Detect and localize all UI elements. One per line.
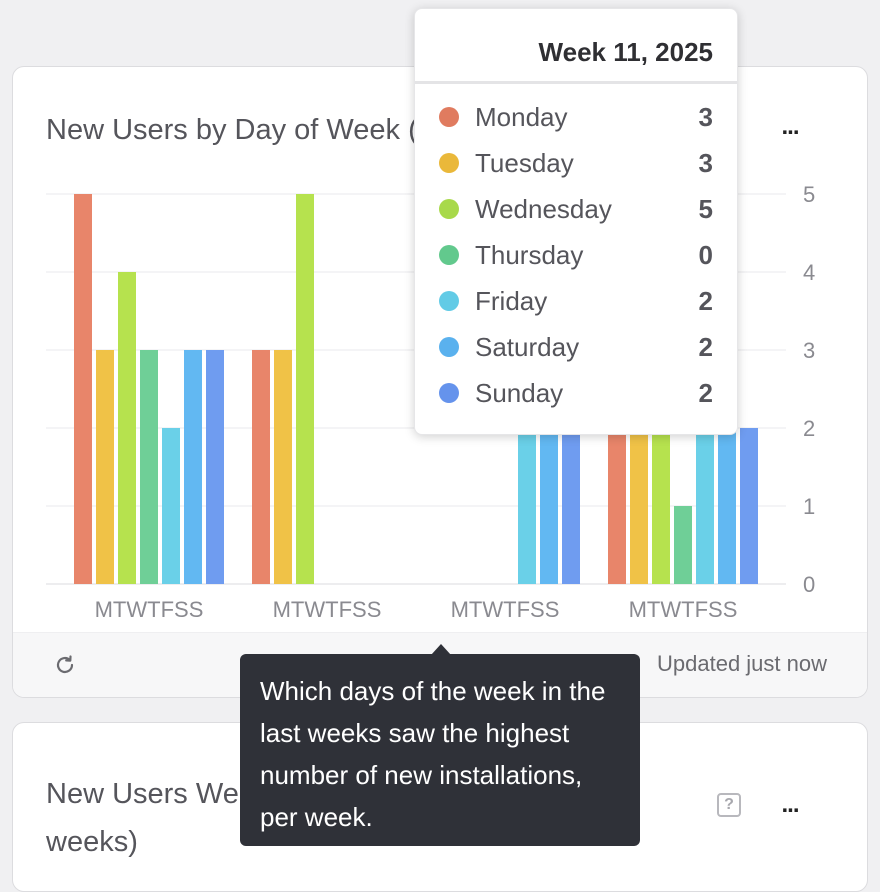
bar-tuesday[interactable] (274, 350, 292, 584)
popover-row: Tuesday 3 (439, 143, 713, 183)
popover-row: Saturday 2 (439, 327, 713, 367)
popover-row-value: 2 (698, 331, 713, 362)
popover-row-label: Monday (475, 101, 568, 132)
series-dot-icon (439, 107, 459, 127)
series-dot-icon (439, 245, 459, 265)
series-dot-icon (439, 291, 459, 311)
popover-row-label: Wednesday (475, 193, 612, 224)
popover-row: Friday 2 (439, 281, 713, 321)
question-box-icon[interactable]: ? (717, 793, 741, 817)
updated-status: Updated just now (657, 651, 827, 676)
popover-row-value: 5 (698, 193, 713, 224)
y-tick-label: 0 (803, 572, 815, 597)
popover-row: Wednesday 5 (439, 189, 713, 229)
popover-title: Week 11, 2025 (538, 37, 713, 67)
bar-thursday[interactable] (674, 506, 692, 584)
popover-row-value: 0 (698, 239, 713, 270)
x-category-label: MTWTFSS (273, 597, 382, 622)
week-popover: Week 11, 2025 Monday 3 Tuesday 3 Wednesday 5 T… (414, 8, 738, 435)
popover-row: Monday 3 (439, 97, 713, 137)
x-category-label: MTWTFSS (95, 597, 204, 622)
x-category-label: MTWTFSS (629, 597, 738, 622)
help-tooltip: Which days of the week in the last weeks… (240, 654, 640, 846)
card-menu-button[interactable]: ... (775, 115, 805, 147)
popover-divider (415, 81, 737, 84)
y-tick-label: 5 (803, 182, 815, 207)
bar-tuesday[interactable] (96, 350, 114, 584)
popover-row-value: 2 (698, 377, 713, 408)
y-tick-label: 3 (803, 338, 815, 363)
bar-sunday[interactable] (740, 428, 758, 584)
x-category-label: MTWTFSS (451, 597, 560, 622)
bar-wednesday[interactable] (296, 194, 314, 584)
popover-row-value: 2 (698, 285, 713, 316)
series-dot-icon (439, 199, 459, 219)
series-dot-icon (439, 153, 459, 173)
bar-thursday[interactable] (140, 350, 158, 584)
bar-friday[interactable] (518, 428, 536, 584)
popover-row-label: Tuesday (475, 147, 574, 178)
bar-monday[interactable] (608, 428, 626, 584)
series-dot-icon (439, 383, 459, 403)
ellipsis-icon: ... (781, 791, 799, 818)
bar-monday[interactable] (252, 350, 270, 584)
popover-row-label: Sunday (475, 377, 564, 408)
popover-row: Sunday 2 (439, 373, 713, 413)
popover-row: Thursday 0 (439, 235, 713, 275)
y-tick-label: 4 (803, 260, 815, 285)
bar-friday[interactable] (162, 428, 180, 584)
card-menu-button-2[interactable]: ... (775, 791, 805, 825)
popover-row-label: Friday (475, 285, 548, 316)
series-dot-icon (439, 337, 459, 357)
y-tick-label: 1 (803, 494, 815, 519)
popover-row-label: Saturday (475, 331, 580, 362)
popover-row-value: 3 (698, 147, 713, 178)
refresh-icon[interactable] (53, 653, 77, 677)
bar-saturday[interactable] (184, 350, 202, 584)
bar-sunday[interactable] (206, 350, 224, 584)
y-tick-label: 2 (803, 416, 815, 441)
bar-sunday[interactable] (562, 428, 580, 584)
bar-saturday[interactable] (540, 428, 558, 584)
bar-wednesday[interactable] (118, 272, 136, 584)
bar-saturday[interactable] (718, 428, 736, 584)
popover-row-label: Thursday (475, 239, 584, 270)
bar-friday[interactable] (696, 428, 714, 584)
tooltip-arrow (431, 644, 451, 655)
bar-monday[interactable] (74, 194, 92, 584)
popover-row-value: 3 (698, 101, 713, 132)
